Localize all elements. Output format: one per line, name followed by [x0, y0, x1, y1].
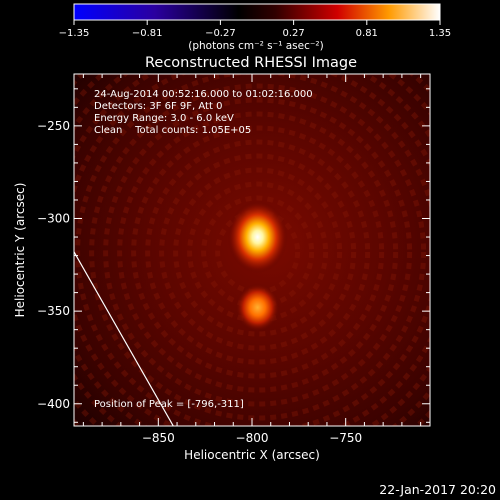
colorbar-tick-label: −0.81: [132, 28, 163, 39]
artifact-ring: [89, 83, 427, 421]
artifact-ring: [201, 195, 315, 309]
peak-position-label: Position of Peak = [-796,-311]: [94, 399, 244, 410]
colorbar: [73, 3, 441, 21]
chart-title: Reconstructed RHESSI Image: [145, 55, 357, 71]
annotation-energy: Energy Range: 3.0 - 6.0 keV: [94, 113, 234, 124]
x-axis-label: Heliocentric X (arcsec): [184, 448, 320, 462]
colorbar-tick-label: −1.35: [59, 28, 90, 39]
artifact-ring: [173, 167, 343, 337]
annotation-detectors: Detectors: 3F 6F 9F, Att 0: [94, 101, 222, 112]
annotation-time: 24-Aug-2014 00:52:16.000 to 01:02:16.000: [94, 89, 313, 100]
colorbar-tick-label: −0.27: [205, 28, 236, 39]
x-tick-label: −850: [142, 431, 175, 445]
y-tick-label: −300: [37, 212, 70, 226]
artifact-ring: [117, 111, 399, 393]
y-axis-label: Heliocentric Y (arcsec): [13, 183, 27, 318]
colorbar-tick-label: 0.81: [356, 28, 378, 39]
timestamp: 22-Jan-2017 20:20: [379, 482, 496, 497]
x-tick-label: −750: [329, 431, 362, 445]
artifact-ring: [131, 125, 385, 379]
axis-ticks: −850 −800 −750 −250 −300 −350 −400: [37, 74, 430, 445]
x-tick-label: −800: [236, 431, 269, 445]
colorbar-tick-label: 0.27: [282, 28, 304, 39]
solar-limb-line: [74, 251, 174, 426]
y-tick-label: −350: [37, 304, 70, 318]
artifact-ring: [75, 74, 430, 426]
artifact-ring: [103, 97, 413, 407]
source-glow-main: [227, 201, 288, 274]
colorbar-units: (photons cm⁻² s⁻¹ asec⁻²): [188, 40, 323, 52]
source-glow-secondary: [235, 283, 280, 332]
colorbar-tick-label: 1.35: [429, 28, 451, 39]
artifact-ring: [159, 153, 357, 351]
y-tick-label: −400: [37, 397, 70, 411]
annotation-counts: Clean Total counts: 1.05E+05: [94, 125, 251, 136]
artifact-ring: [145, 139, 371, 365]
artifact-ring: [187, 181, 329, 323]
colorbar-ticks: −1.35 −0.81 −0.27 0.27 0.81 1.35: [59, 20, 451, 39]
y-tick-label: −250: [37, 119, 70, 133]
plot-image: [74, 74, 430, 426]
